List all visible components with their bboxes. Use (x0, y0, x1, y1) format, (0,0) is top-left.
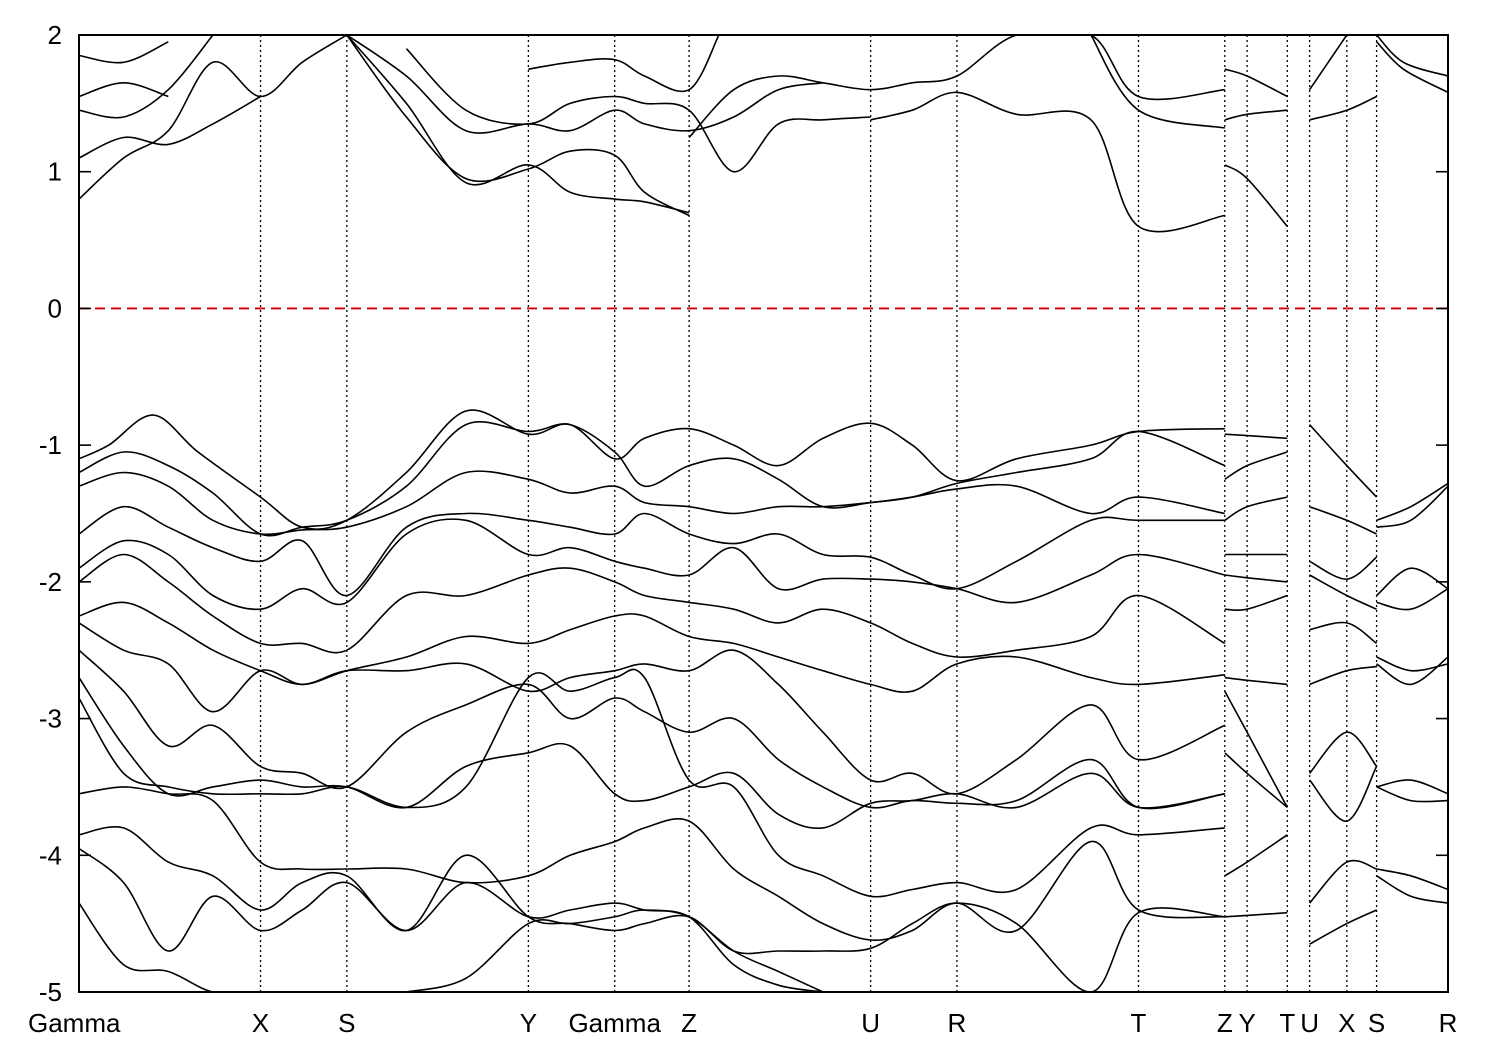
band-line-40 (1224, 574, 1288, 583)
ytick-label-0: -5 (39, 977, 62, 1007)
band-line-55 (1309, 859, 1377, 904)
band-line-63 (1376, 779, 1448, 795)
band-line-15 (1224, 109, 1288, 121)
x-axis: Gamma X S Y Gamma Z U R T Z Y T U X S R (28, 1008, 1457, 1038)
ytick-label-7: 2 (48, 20, 62, 50)
band-line-7 (346, 35, 824, 134)
band-line-46 (1224, 911, 1288, 918)
kpoint-label-7: R (948, 1008, 967, 1038)
band-line-36 (1224, 433, 1288, 440)
kpoint-label-15: R (1439, 1008, 1458, 1038)
plot-frame (78, 34, 1449, 993)
band-line-42 (1224, 676, 1288, 686)
kpoint-label-14: S (1368, 1008, 1385, 1038)
band-line-43 (1224, 690, 1289, 808)
band-line-32 (79, 826, 1225, 992)
band-line-8 (405, 48, 871, 173)
band-line-22 (79, 470, 1225, 536)
kpoint-gridlines (259, 35, 1378, 992)
kpoint-label-10: Y (1238, 1008, 1255, 1038)
band-line-41 (1224, 594, 1288, 612)
ytick-label-6: 1 (48, 157, 62, 187)
band-line-4 (79, 41, 169, 64)
kpoint-label-5: Z (681, 1008, 697, 1038)
band-line-3 (79, 81, 169, 98)
band-line-2 (79, 35, 214, 119)
band-line-31 (79, 786, 1225, 941)
band-line-50 (1309, 574, 1377, 610)
band-line-58 (1376, 485, 1448, 528)
kpoint-label-9: Z (1217, 1008, 1233, 1038)
ytick-label-1: -4 (39, 840, 62, 870)
band-line-47 (1309, 424, 1378, 498)
band-line-11 (870, 91, 1225, 233)
band-line-25 (79, 553, 1226, 658)
band-line-27 (79, 622, 1226, 795)
band-line-18 (1376, 35, 1448, 77)
kpoint-label-2: S (338, 1008, 355, 1038)
band-line-16 (1309, 95, 1377, 121)
band-line-45 (1224, 834, 1288, 877)
kpoint-label-11: T (1279, 1008, 1295, 1038)
kpoint-label-13: X (1338, 1008, 1355, 1038)
band-line-48 (1309, 505, 1377, 535)
ytick-label-5: 0 (48, 293, 62, 323)
band-line-20 (79, 409, 1225, 530)
band-line-21 (79, 421, 1226, 537)
kpoint-label-12: U (1300, 1008, 1319, 1038)
band-lines (79, 35, 1448, 992)
ytick-label-2: -3 (39, 704, 62, 734)
band-line-14 (1224, 68, 1288, 98)
band-line-13 (1224, 164, 1288, 227)
band-line-24 (79, 518, 1225, 611)
band-line-66 (1376, 875, 1448, 904)
band-line-57 (1376, 482, 1448, 522)
band-line-30 (79, 668, 1225, 898)
band-line-6 (346, 35, 690, 214)
kpoint-label-6: U (861, 1008, 880, 1038)
band-line-34 (79, 902, 261, 992)
band-line-33 (79, 847, 824, 992)
band-line-65 (1376, 868, 1448, 891)
band-line-51 (1309, 621, 1378, 645)
band-line-38 (1224, 496, 1288, 521)
band-line-64 (1376, 786, 1448, 803)
kpoint-label-8: T (1131, 1008, 1147, 1038)
band-line-28 (79, 649, 1225, 810)
band-line-59 (1376, 567, 1448, 597)
band-line-35 (406, 909, 824, 992)
band-line-60 (1376, 587, 1448, 611)
band-line-12 (1090, 35, 1225, 129)
band-line-1 (79, 95, 261, 159)
kpoint-label-0: Gamma (28, 1008, 121, 1038)
band-line-44 (1224, 752, 1288, 809)
band-line-23 (79, 505, 1225, 597)
kpoint-label-4: Gamma (568, 1008, 661, 1038)
band-line-17 (1308, 35, 1348, 91)
band-line-37 (1224, 451, 1288, 480)
band-line-61 (1376, 656, 1448, 672)
ytick-label-4: -1 (39, 430, 62, 460)
band-line-52 (1309, 665, 1377, 686)
kpoint-label-1: X (252, 1008, 269, 1038)
band-line-62 (1376, 656, 1448, 686)
band-line-54 (1308, 766, 1378, 822)
band-line-19 (1376, 41, 1448, 94)
kpoint-label-3: Y (520, 1008, 537, 1038)
band-line-26 (79, 601, 1225, 693)
y-axis: -5 -4 -3 -2 -1 0 1 2 (39, 20, 1448, 1007)
band-line-10 (688, 35, 1225, 139)
ytick-label-3: -2 (39, 567, 62, 597)
band-line-29 (79, 677, 1225, 830)
band-line-0 (79, 35, 348, 200)
band-line-53 (1308, 731, 1378, 774)
band-line-9 (528, 35, 720, 93)
band-line-49 (1309, 556, 1378, 580)
band-line-56 (1309, 909, 1377, 945)
